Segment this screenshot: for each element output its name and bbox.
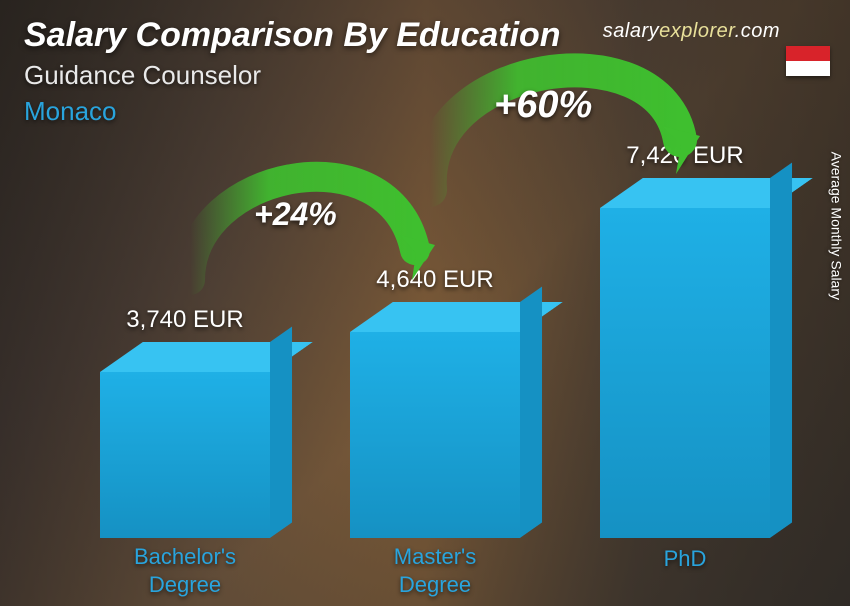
bar-category-label: Master'sDegree: [325, 543, 545, 598]
increase-percent: +24%: [254, 196, 337, 233]
bar: [350, 302, 520, 538]
bar-side-face: [270, 327, 292, 538]
bar-front-face: [100, 372, 270, 538]
flag-bottom-stripe: [786, 61, 830, 76]
page-title: Salary Comparison By Education: [24, 16, 561, 55]
watermark-part2: explorer: [659, 20, 735, 42]
bar-value-label: 7,420 EUR: [585, 142, 785, 170]
bar: [100, 342, 270, 538]
bar-side-face: [770, 163, 792, 538]
chart-stage: Salary Comparison By Education Guidance …: [0, 0, 850, 606]
country-label: Monaco: [24, 96, 117, 127]
y-axis-label: Average Monthly Salary: [828, 152, 844, 300]
increase-percent: +60%: [494, 84, 592, 127]
bar: [600, 178, 770, 538]
bar-chart: 3,740 EURBachelor'sDegree4,640 EURMaster…: [60, 180, 790, 538]
watermark-part3: .com: [735, 20, 780, 42]
bar-category-label: PhD: [575, 545, 795, 573]
bar-side-face: [520, 287, 542, 538]
bar-front-face: [350, 332, 520, 538]
job-subtitle: Guidance Counselor: [24, 60, 261, 91]
bar-value-label: 3,740 EUR: [85, 306, 285, 334]
bar-value-label: 4,640 EUR: [335, 266, 535, 294]
flag-top-stripe: [786, 46, 830, 61]
watermark-part1: salary: [603, 20, 659, 42]
bar-category-label: Bachelor'sDegree: [75, 543, 295, 598]
watermark: salaryexplorer.com: [603, 20, 780, 43]
bar-front-face: [600, 208, 770, 538]
country-flag: [786, 46, 830, 76]
